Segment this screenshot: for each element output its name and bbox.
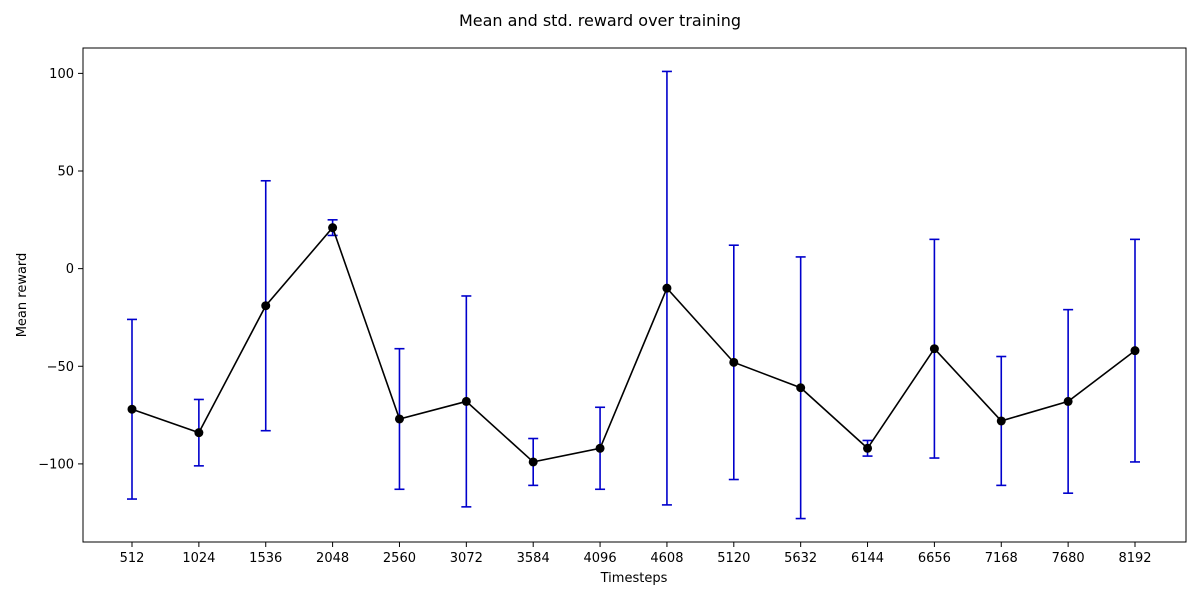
series-line [131,226,1136,463]
y-axis: 100 50 0 −50 −100 [38,67,83,472]
data-point [796,383,806,393]
data-point [261,301,271,311]
x-axis-label: Timesteps [600,571,668,586]
x-tick-label: 2048 [316,551,349,566]
series-line-group [131,226,1136,463]
y-tick-label: 0 [66,262,74,277]
y-tick-label: 100 [49,67,74,82]
chart-title: Mean and std. reward over training [459,11,741,30]
x-tick-label: 2560 [383,551,416,566]
x-tick-label: 512 [120,551,145,566]
x-tick-label: 4608 [650,551,683,566]
data-point [595,443,605,453]
x-tick-label: 4096 [584,551,617,566]
x-tick-label: 1536 [249,551,282,566]
y-axis-label: Mean reward [15,253,30,338]
data-point [461,396,471,406]
data-point [1063,396,1073,406]
x-tick-label: 5120 [717,551,750,566]
data-point [127,404,137,414]
data-point [929,344,939,354]
x-tick-label: 6144 [851,551,884,566]
y-tick-label: −50 [47,360,74,375]
x-tick-label: 7168 [985,551,1018,566]
data-point [394,414,404,424]
data-point [996,416,1006,426]
x-tick-label: 3584 [517,551,550,566]
data-point [528,457,538,467]
x-tick-label: 6656 [918,551,951,566]
data-point [863,443,873,453]
error-bars [127,70,1140,520]
x-tick-label: 3072 [450,551,483,566]
x-tick-label: 8192 [1118,551,1151,566]
data-point [194,428,204,438]
data-point [729,357,739,367]
x-tick-label: 7680 [1052,551,1085,566]
data-point [662,283,672,293]
y-tick-label: −100 [38,457,74,472]
data-point [1130,346,1140,356]
x-axis: 512 1024 1536 2048 2560 3072 3584 4096 4608 5120 5… [120,542,1152,566]
x-tick-label: 5632 [784,551,817,566]
x-tick-label: 1024 [182,551,215,566]
plot-area-frame [82,47,1187,543]
data-point [328,223,338,233]
data-points [127,223,1140,467]
y-tick-label: 50 [57,165,74,180]
